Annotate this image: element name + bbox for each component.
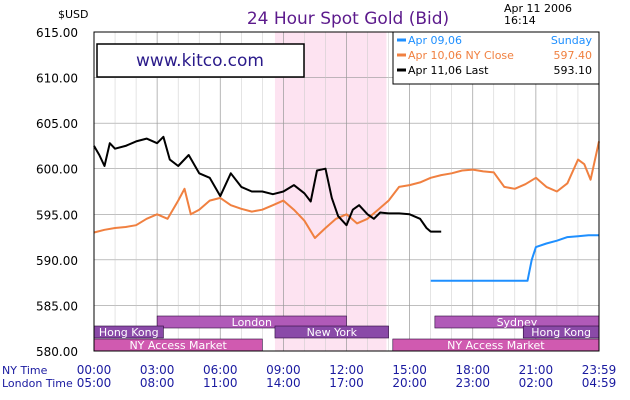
x-tick-label: 08:00 [140,376,175,390]
y-unit-label: $USD [58,8,89,21]
y-tick-label: 605.00 [36,117,78,131]
watermark-box: www.kitco.com [96,43,305,78]
y-tick-label: 585.00 [36,299,78,313]
y-tick-label: 595.00 [36,208,78,222]
timestamp-time: 16:14 [504,14,536,27]
x-tick-label: 17:00 [329,376,364,390]
y-tick-label: 590.00 [36,254,78,268]
x-tick-label: 23:00 [455,376,490,390]
x-tick-label: 15:00 [392,363,427,377]
session-bar [156,315,347,329]
series-line [93,141,600,239]
x-tick-label: 11:00 [203,376,238,390]
series-line [430,234,599,282]
watermark-text: www.kitco.com [136,51,264,71]
y-tick-label: 580.00 [36,345,78,359]
x-tick-label: 12:00 [329,363,364,377]
x-tick-label: 02:00 [519,376,554,390]
x-tick-label: 06:00 [203,363,238,377]
x-axis: NY Time 00:00 03:00 06:00 09:00 12:00 15:00 18:… [2,363,616,390]
timestamp-date: Apr 11 2006 [504,2,572,15]
session-label: NY Access Market [129,339,227,352]
x-row-label: NY Time [2,364,48,377]
x-tick-label: 05:00 [77,376,112,390]
x-tick-label: 23:59 [582,363,617,377]
plot-frame [93,31,600,352]
session-label: London [232,316,272,329]
x-tick-label: 20:00 [392,376,427,390]
x-row-label: London Time [2,377,73,390]
x-tick-label: 04:59 [582,376,617,390]
x-tick-label: 00:00 [77,363,112,377]
session-label: Hong Kong [99,326,159,339]
y-tick-label: 615.00 [36,26,78,40]
legend-value: 597.40 [554,49,593,62]
legend-label: Apr 11,06 Last [408,64,489,77]
x-tick-label: 03:00 [140,363,175,377]
x-tick-label: 09:00 [266,363,301,377]
y-axis: 615.00 610.00 605.00 600.00 595.00 590.00 585.… [36,26,78,359]
x-tick-label: 14:00 [266,376,301,390]
series-line [93,135,442,233]
y-tick-label: 610.00 [36,72,78,86]
session-bar [274,325,389,339]
series-layer [93,135,600,282]
session-label: Hong Kong [531,326,591,339]
legend-value: 593.10 [554,64,593,77]
legend-label: Apr 10,06 NY Close [408,49,514,62]
x-tick-label: 18:00 [455,363,490,377]
legend: Apr 09,06 Sunday Apr 10,06 NY Close 597.40 A… [392,31,600,85]
x-tick-label: 21:00 [519,363,554,377]
session-label: NY Access Market [447,339,545,352]
chart-title: 24 Hour Spot Gold (Bid) [247,9,449,29]
session-label: New York [307,326,358,339]
y-tick-label: 600.00 [36,163,78,177]
legend-label: Apr 09,06 [408,34,462,47]
legend-value: Sunday [551,34,593,47]
